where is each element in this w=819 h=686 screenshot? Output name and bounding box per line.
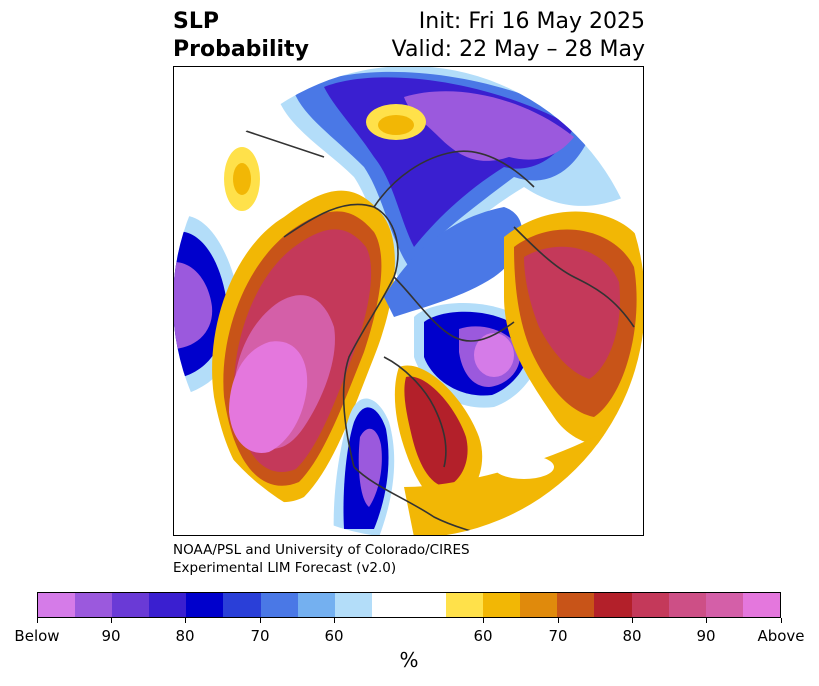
colorbar-segment bbox=[371, 593, 409, 617]
title-kind: Probability bbox=[173, 37, 309, 62]
low-band-central bbox=[384, 207, 523, 317]
colorbar-tick-mark bbox=[483, 618, 484, 623]
colorbar-tick-mark bbox=[37, 618, 38, 623]
title-valid: Valid: 22 May – 28 May bbox=[391, 37, 645, 62]
colorbar-segment bbox=[594, 593, 632, 617]
title-variable: SLP bbox=[173, 9, 219, 34]
colorbar-segment bbox=[742, 593, 780, 617]
title-init: Init: Fri 16 May 2025 bbox=[418, 9, 645, 34]
colorbar-tick-mark bbox=[706, 618, 707, 623]
credit-text: NOAA/PSL and University of Colorado/CIRE… bbox=[173, 541, 470, 577]
colorbar-tick-mark bbox=[558, 618, 559, 623]
colorbar-segment bbox=[483, 593, 521, 617]
colorbar bbox=[37, 592, 781, 618]
colorbar-tick-label: 60 bbox=[324, 627, 344, 645]
colorbar-tick-label: 90 bbox=[101, 627, 121, 645]
colorbar-tick-mark bbox=[185, 618, 186, 623]
coastline-east bbox=[383, 356, 447, 468]
colorbar-segment bbox=[186, 593, 224, 617]
colorbar-tick-label: 70 bbox=[548, 627, 568, 645]
colorbar-segment bbox=[668, 593, 706, 617]
colorbar-tick-label: 80 bbox=[175, 627, 195, 645]
map-title-left: SLP Probability bbox=[173, 8, 309, 64]
colorbar-tick-label: Above bbox=[757, 627, 805, 645]
colorbar-tick-label: Below bbox=[14, 627, 60, 645]
probability-map bbox=[174, 67, 643, 535]
colorbar-segment bbox=[149, 593, 187, 617]
colorbar-tick-mark bbox=[334, 618, 335, 623]
colorbar-segment bbox=[223, 593, 261, 617]
colorbar-segment bbox=[75, 593, 113, 617]
coastline-arctic bbox=[373, 150, 535, 208]
high-region-pacific bbox=[229, 341, 308, 453]
map-panel bbox=[173, 66, 644, 536]
high-blob-arctic bbox=[378, 115, 414, 135]
colorbar-tick-mark bbox=[632, 618, 633, 623]
colorbar-segment bbox=[705, 593, 743, 617]
colorbar-tick-mark bbox=[260, 618, 261, 623]
colorbar-segment bbox=[112, 593, 150, 617]
high-region-eastern-us bbox=[404, 376, 468, 487]
colorbar-segment bbox=[631, 593, 669, 617]
colorbar-segment bbox=[38, 593, 76, 617]
colorbar-tick-label: 70 bbox=[250, 627, 270, 645]
high-blob-northpacific bbox=[233, 163, 251, 195]
credit-line-1: NOAA/PSL and University of Colorado/CIRE… bbox=[173, 542, 470, 558]
colorbar-segment bbox=[297, 593, 335, 617]
colorbar-tick-label: 90 bbox=[696, 627, 716, 645]
low-region-west bbox=[174, 262, 213, 349]
colorbar-tick-label: 60 bbox=[473, 627, 493, 645]
coastline-hudson bbox=[393, 276, 515, 342]
coastline-europe bbox=[513, 226, 635, 328]
colorbar-segment bbox=[557, 593, 595, 617]
low-region-atlantic bbox=[474, 333, 514, 377]
colorbar-segment bbox=[520, 593, 558, 617]
map-disc bbox=[174, 67, 643, 535]
low-region-north-america bbox=[358, 428, 382, 507]
credit-line-2: Experimental LIM Forecast (v2.0) bbox=[173, 560, 397, 576]
neutral-patch bbox=[494, 455, 554, 479]
colorbar-tick-label: 80 bbox=[622, 627, 642, 645]
colorbar-tick-mark bbox=[111, 618, 112, 623]
high-region-europe bbox=[524, 246, 620, 379]
colorbar-segment bbox=[260, 593, 298, 617]
low-region-top bbox=[404, 91, 574, 161]
colorbar-tick-mark bbox=[781, 618, 782, 623]
colorbar-segment bbox=[334, 593, 372, 617]
map-title-right: Init: Fri 16 May 2025 Valid: 22 May – 28… bbox=[392, 8, 645, 64]
colorbar-unit: % bbox=[399, 648, 419, 672]
colorbar-segment bbox=[446, 593, 484, 617]
colorbar-segment bbox=[408, 593, 447, 617]
